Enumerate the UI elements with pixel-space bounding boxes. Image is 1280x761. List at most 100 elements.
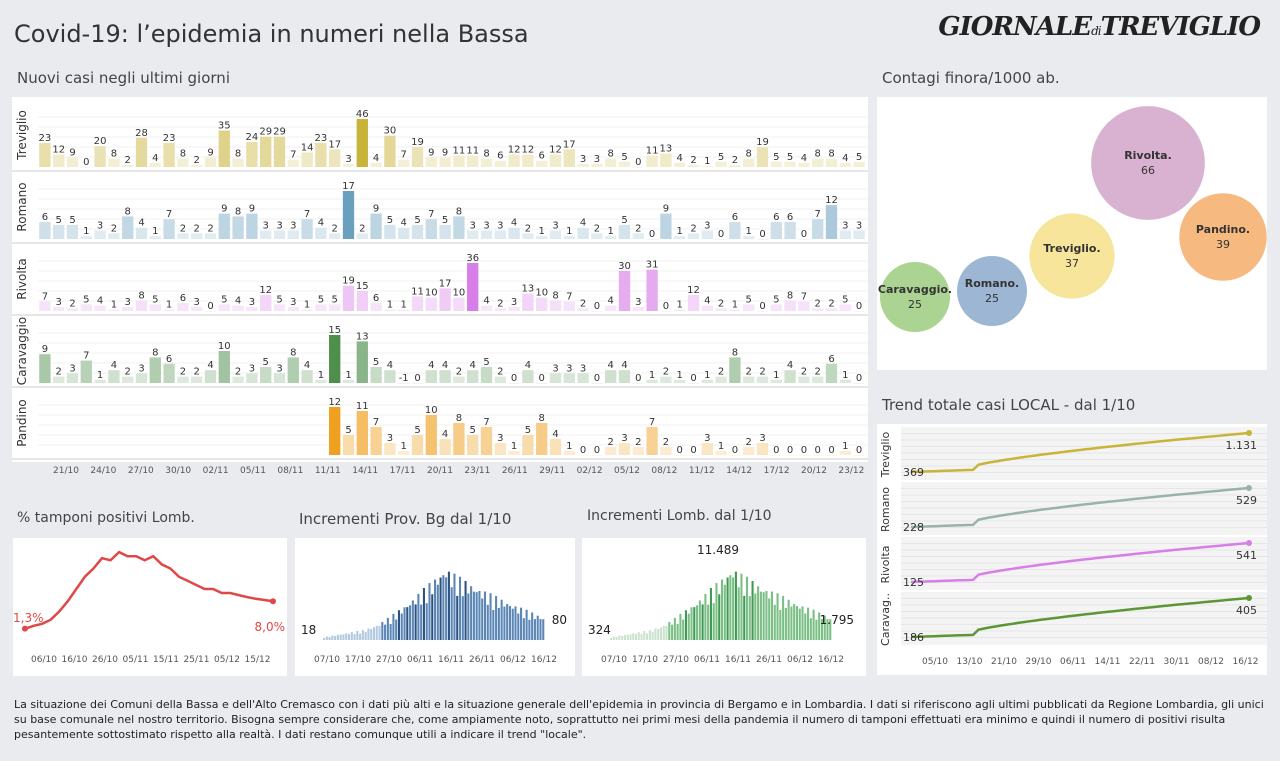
bar (605, 305, 617, 311)
bar (342, 379, 355, 383)
bar-value-label: 3 (387, 433, 393, 444)
bar (53, 307, 65, 311)
bar (676, 623, 679, 640)
bar-value-label: 9 (221, 204, 227, 215)
bar-value-label: 28 (135, 128, 148, 139)
bar (204, 233, 217, 239)
bar (646, 379, 658, 383)
bar-value-label: 4 (97, 296, 103, 307)
bar (732, 577, 735, 640)
bar (94, 230, 106, 239)
bar (687, 295, 700, 311)
bar (668, 621, 671, 640)
bar (495, 596, 498, 640)
bar-value-label: 9 (249, 204, 255, 215)
bar-value-label: 36 (466, 253, 479, 264)
bar-value-label: 2 (635, 223, 641, 234)
bar (563, 236, 575, 239)
bar-value-label: 6 (828, 354, 834, 365)
bar (662, 625, 665, 640)
x-tick-label: 26/11 (756, 655, 782, 665)
bar (494, 230, 506, 239)
bar-value-label: 5 (83, 294, 89, 305)
row-label-pandino: Pandino (15, 399, 29, 447)
bar-value-label: 3 (552, 221, 558, 232)
trend-row-label: Romano (879, 487, 892, 532)
bar-value-label: 2 (207, 223, 213, 234)
bar (626, 634, 629, 640)
x-tick-label: 15/12 (245, 655, 271, 665)
trend-start-label: 369 (903, 466, 924, 479)
bar-value-label: 1 (401, 441, 407, 452)
bar (522, 370, 534, 383)
bar-value-label: 6 (42, 212, 48, 223)
bar (370, 213, 382, 239)
bar (632, 633, 635, 640)
bar (721, 579, 724, 640)
bar (784, 455, 796, 456)
bar-value-label: 4 (207, 360, 213, 371)
start-value-label: 18 (301, 623, 316, 637)
bar (177, 158, 189, 167)
bar-value-label: 1 (318, 370, 324, 381)
bar (646, 155, 658, 167)
bar (218, 213, 230, 239)
bar-value-label: 7 (83, 351, 89, 362)
bar-value-label: 23 (39, 133, 52, 144)
bar-value-label: 3 (345, 154, 351, 165)
bar (122, 376, 134, 383)
bar-value-label: 6 (773, 212, 779, 223)
bar-value-label: 5 (221, 294, 227, 305)
bar (809, 618, 812, 640)
bar-value-label: 11 (646, 146, 659, 157)
bar-value-label: 10 (535, 288, 548, 299)
bar-value-label: 0 (677, 445, 683, 456)
bar-value-label: 8 (138, 290, 144, 301)
bar (301, 219, 313, 239)
x-tick-label: 27/10 (128, 466, 154, 476)
bar (704, 593, 707, 640)
bar (674, 379, 686, 383)
bar (563, 301, 575, 311)
bar (839, 451, 851, 455)
bar-value-label: 3 (704, 433, 710, 444)
bar (707, 604, 710, 640)
bar (287, 307, 299, 311)
bar (497, 607, 500, 640)
bar (94, 305, 106, 311)
bar-value-label: 12 (549, 144, 562, 155)
bar (520, 607, 523, 640)
trend-chart: Treviglio 369 1.131 Romano 228 529 Rivolta 125 5… (879, 427, 1267, 667)
trend-row-label: Treviglio (879, 431, 892, 478)
bar (66, 224, 79, 239)
bar (483, 591, 487, 640)
bar-value-label: 5 (414, 425, 420, 436)
bar (615, 637, 618, 640)
bar-value-label: 0 (856, 373, 862, 384)
bar (301, 309, 313, 311)
bar (339, 634, 342, 640)
bar (779, 610, 782, 640)
bar-value-label: 6 (166, 354, 172, 365)
bar-value-label: 2 (801, 367, 807, 378)
bubble-value: 39 (1216, 238, 1230, 251)
bar-value-label: 8 (235, 206, 241, 217)
bar (356, 291, 368, 311)
bar (506, 604, 509, 640)
bar (260, 136, 272, 167)
bar-value-label: 3 (263, 221, 269, 232)
bar (632, 307, 644, 311)
bar-value-label: 5 (718, 152, 724, 163)
bar-value-label: 0 (828, 445, 834, 456)
bar-value-label: 4 (373, 153, 379, 164)
bar-value-label: 4 (787, 360, 793, 371)
bar-value-label: 30 (384, 126, 397, 137)
bar-value-label: 5 (345, 425, 351, 436)
bar (643, 631, 646, 640)
bar-value-label: 4 (483, 296, 489, 307)
bar-value-label: 2 (718, 367, 724, 378)
bar-value-label: 3 (290, 297, 296, 308)
bar-value-label: 8 (111, 149, 117, 160)
bubble-value: 66 (1141, 164, 1155, 177)
bar (701, 305, 713, 311)
